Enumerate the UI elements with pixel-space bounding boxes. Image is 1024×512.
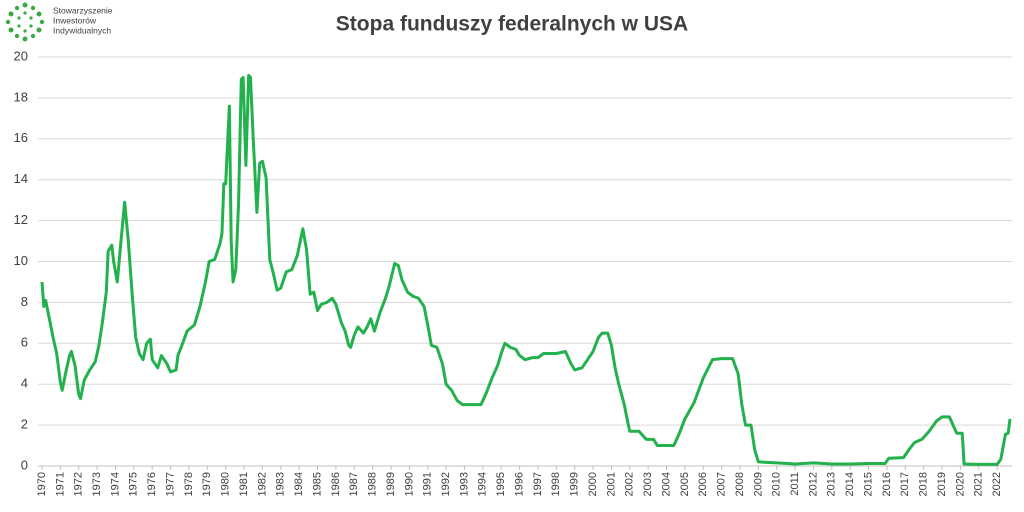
x-tick-label: 2000 bbox=[587, 472, 599, 496]
x-tick-label: 1996 bbox=[513, 472, 525, 496]
x-tick-label: 1988 bbox=[367, 472, 379, 496]
x-tick-label: 1975 bbox=[128, 472, 140, 496]
x-tick-label: 1992 bbox=[440, 472, 452, 496]
x-tick-label: 1982 bbox=[256, 472, 268, 496]
x-tick-label: 2012 bbox=[807, 472, 819, 496]
y-tick-label: 4 bbox=[21, 376, 28, 391]
y-tick-label: 18 bbox=[14, 89, 28, 104]
y-tick-label: 10 bbox=[14, 253, 28, 268]
y-tick-label: 0 bbox=[21, 457, 28, 472]
chart-title: Stopa funduszy federalnych w USA bbox=[336, 13, 688, 36]
x-tick-label: 1970 bbox=[36, 472, 48, 496]
x-tick-label: 1978 bbox=[183, 472, 195, 496]
data-line bbox=[40, 73, 1012, 466]
x-tick-label: 2004 bbox=[660, 472, 672, 496]
y-tick-label: 2 bbox=[21, 417, 28, 432]
x-tick-label: 1991 bbox=[422, 472, 434, 496]
x-tick-label: 1997 bbox=[532, 472, 544, 496]
x-tick-label: 2019 bbox=[936, 472, 948, 496]
x-tick-label: 2010 bbox=[771, 472, 783, 496]
x-tick-label: 2021 bbox=[973, 472, 985, 496]
x-tick-label: 1990 bbox=[403, 472, 415, 496]
logo-text: Inwestorów bbox=[53, 15, 97, 25]
x-tick-label: 1998 bbox=[550, 472, 562, 496]
x-tick-label: 1974 bbox=[109, 472, 121, 496]
x-tick-label: 1980 bbox=[220, 472, 232, 496]
x-tick-label: 2013 bbox=[826, 472, 838, 496]
x-tick-label: 1977 bbox=[164, 472, 176, 496]
x-tick-label: 1985 bbox=[311, 472, 323, 496]
x-tick-label: 1979 bbox=[201, 472, 213, 496]
x-tick-label: 2006 bbox=[697, 472, 709, 496]
y-tick-label: 6 bbox=[21, 335, 28, 350]
x-tick-label: 2018 bbox=[918, 472, 930, 496]
x-tick-label: 2009 bbox=[752, 472, 764, 496]
x-tick-label: 2008 bbox=[734, 472, 746, 496]
x-tick-label: 1971 bbox=[54, 472, 66, 496]
x-tick-label: 2022 bbox=[991, 472, 1003, 496]
y-tick-label: 14 bbox=[14, 171, 28, 186]
x-tick-label: 1995 bbox=[495, 472, 507, 496]
x-tick-label: 2001 bbox=[605, 472, 617, 496]
x-tick-label: 2016 bbox=[881, 472, 893, 496]
x-tick-label: 1973 bbox=[91, 472, 103, 496]
x-tick-label: 1972 bbox=[73, 472, 85, 496]
x-tick-label: 2014 bbox=[844, 472, 856, 496]
logo-ring bbox=[5, 2, 45, 42]
x-tick-label: 2002 bbox=[624, 472, 636, 496]
logo-text: Stowarzyszenie bbox=[53, 5, 113, 15]
x-tick-label: 2011 bbox=[789, 472, 801, 496]
y-tick-label: 16 bbox=[14, 130, 28, 145]
x-tick-label: 2007 bbox=[716, 472, 728, 496]
x-tick-label: 1984 bbox=[293, 472, 305, 496]
x-tick-label: 2003 bbox=[642, 472, 654, 496]
x-tick-label: 2015 bbox=[862, 472, 874, 496]
x-tick-label: 1994 bbox=[477, 472, 489, 496]
logo: Stowarzyszenie Inwestorów Indywidualnych bbox=[5, 2, 113, 42]
x-tick-label: 1993 bbox=[458, 472, 470, 496]
logo-text: Indywidualnych bbox=[53, 25, 111, 35]
x-tick-label: 2005 bbox=[679, 472, 691, 496]
x-tick-label: 1999 bbox=[569, 472, 581, 496]
y-tick-label: 20 bbox=[14, 48, 28, 63]
x-tick-label: 1986 bbox=[330, 472, 342, 496]
x-tick-label: 1989 bbox=[385, 472, 397, 496]
y-tick-label: 12 bbox=[14, 212, 28, 227]
x-tick-label: 1983 bbox=[275, 472, 287, 496]
x-tick-label: 2020 bbox=[954, 472, 966, 496]
x-tick-label: 2017 bbox=[899, 472, 911, 496]
y-tick-label: 8 bbox=[21, 294, 28, 309]
x-tick-label: 1987 bbox=[348, 472, 360, 496]
x-tick-label: 1976 bbox=[146, 472, 158, 496]
x-tick-label: 1981 bbox=[238, 472, 250, 496]
